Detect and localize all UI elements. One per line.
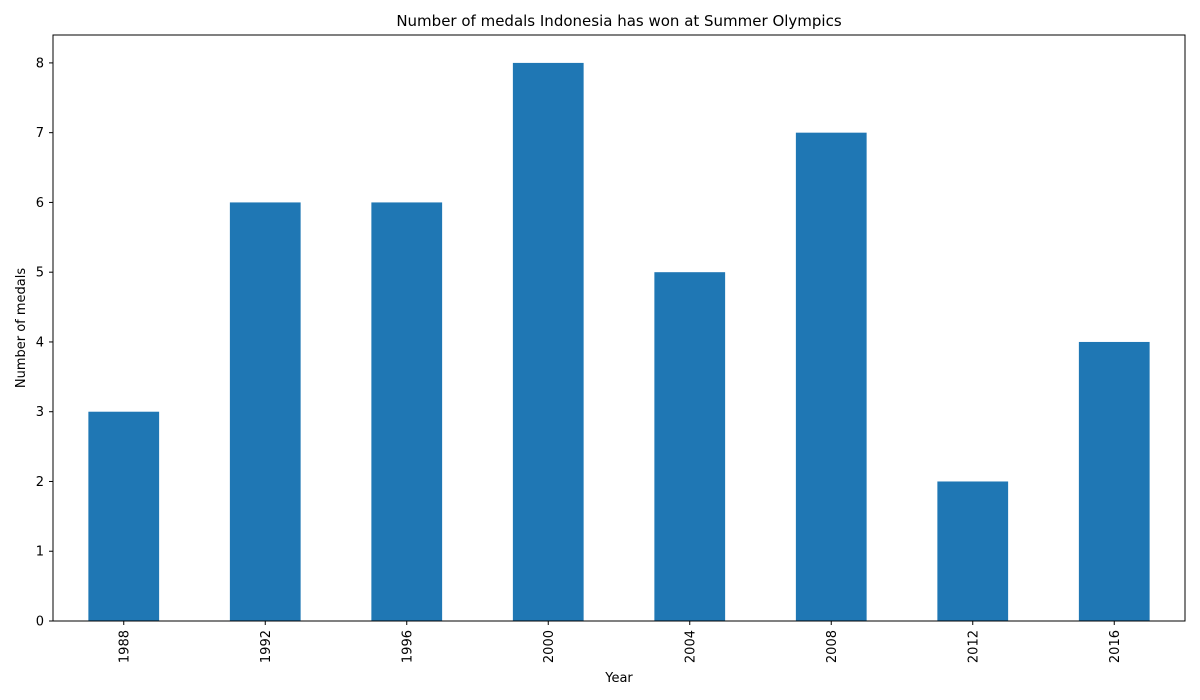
bar-1992 (229, 202, 301, 621)
y-tick-label: 2 (36, 475, 44, 490)
bar-1996 (371, 202, 443, 621)
x-tick-label: 1988 (117, 630, 132, 663)
y-axis-ticks: 0 1 2 3 4 5 6 7 8 (36, 56, 53, 630)
bar-2000 (512, 62, 584, 621)
x-tick-label: 1992 (259, 630, 274, 663)
y-tick-label: 8 (36, 56, 44, 71)
y-tick-label: 5 (36, 266, 44, 281)
y-tick-label: 3 (36, 405, 44, 420)
y-tick-label: 4 (36, 335, 44, 350)
y-axis-label: Number of medals (14, 268, 29, 389)
x-axis-ticks: 1988 1992 1996 2000 2004 2008 2012 2016 (117, 621, 1123, 663)
x-axis-label: Year (604, 671, 633, 686)
bar-2008 (795, 132, 867, 621)
x-tick-label: 2016 (1108, 630, 1123, 663)
bar-2016 (1078, 341, 1150, 621)
x-tick-label: 2012 (966, 630, 981, 663)
bar-1988 (88, 411, 160, 621)
x-tick-label: 2004 (683, 630, 698, 663)
plot-frame (52, 34, 1186, 622)
bars-group (88, 62, 1150, 621)
y-tick-label: 6 (36, 196, 44, 211)
y-tick-label: 0 (36, 615, 44, 630)
y-tick-label: 1 (36, 545, 44, 560)
x-tick-label: 2000 (542, 630, 557, 663)
bar-2004 (654, 272, 726, 621)
x-tick-label: 2008 (825, 630, 840, 663)
x-tick-label: 1996 (400, 630, 415, 663)
bar-2012 (937, 481, 1009, 621)
y-tick-label: 7 (36, 126, 44, 141)
chart-title: Number of medals Indonesia has won at Su… (396, 12, 842, 30)
